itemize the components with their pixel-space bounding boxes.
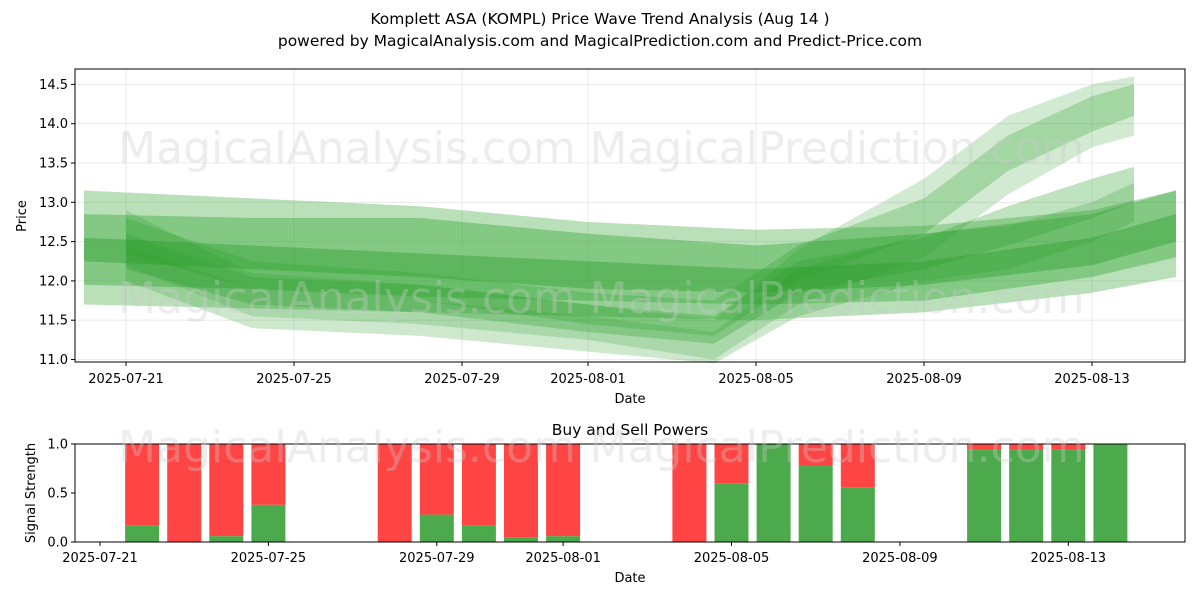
sell-bar <box>209 444 244 537</box>
buy-bar <box>251 504 286 542</box>
price-bands <box>84 76 1176 364</box>
chart-title: Komplett ASA (KOMPL) Price Wave Trend An… <box>370 10 830 28</box>
bottom-y-tick-label: 1.0 <box>47 438 68 453</box>
sell-bar <box>798 444 833 466</box>
watermark-top-4: MagicalPrediction.com <box>590 273 1085 324</box>
price-band <box>126 182 1134 364</box>
buy-bar <box>209 536 244 542</box>
buy-bar <box>967 449 1002 542</box>
bottom-y-tick-label: 0.5 <box>47 487 68 502</box>
watermark-bottom-2: MagicalPrediction.com <box>590 422 1085 473</box>
sell-bar <box>967 444 1002 450</box>
bottom-x-tick-label: 2025-08-09 <box>862 551 938 566</box>
buy-bar <box>461 525 496 542</box>
top-y-axis-label: Price <box>15 200 30 232</box>
bottom-x-tick-label: 2025-08-05 <box>694 551 770 566</box>
buy-bar <box>1093 444 1128 542</box>
watermark-top-1: MagicalAnalysis.com <box>118 123 576 174</box>
bottom-chart-title: Buy and Sell Powers <box>552 421 709 439</box>
top-y-tick-label: 11.5 <box>39 314 68 329</box>
top-x-axis-label: Date <box>614 392 645 407</box>
buy-bar <box>125 525 160 542</box>
sell-bar <box>167 444 202 542</box>
price-band <box>84 214 1176 293</box>
price-band <box>84 190 1176 321</box>
top-y-tick-label: 13.5 <box>39 157 68 172</box>
sell-bar <box>504 444 538 538</box>
bottom-x-tick-label: 2025-07-25 <box>231 551 307 566</box>
sell-bar <box>419 444 454 515</box>
top-x-tick-label: 2025-07-29 <box>424 372 500 387</box>
top-x-ticks: 2025-07-21 2025-07-25 2025-07-29 2025-08-01… <box>88 362 1130 387</box>
top-x-tick-label: 2025-08-09 <box>886 372 962 387</box>
buy-bar <box>1009 449 1044 542</box>
bottom-x-tick-label: 2025-07-21 <box>62 551 138 566</box>
bottom-x-tick-label: 2025-07-29 <box>399 551 475 566</box>
price-band <box>126 84 1134 336</box>
buy-bar <box>714 483 749 542</box>
price-band <box>126 76 1134 360</box>
top-x-tick-label: 2025-07-21 <box>88 372 164 387</box>
buy-bar <box>798 465 833 542</box>
bottom-x-ticks: 2025-07-21 2025-07-25 2025-07-29 2025-08-01… <box>62 542 1106 566</box>
sell-bar <box>377 444 412 542</box>
top-y-tick-label: 14.5 <box>39 78 68 93</box>
top-x-tick-label: 2025-08-01 <box>550 372 626 387</box>
sell-bar <box>1051 444 1086 450</box>
top-y-tick-label: 14.0 <box>39 117 68 132</box>
top-y-tick-label: 12.0 <box>39 274 68 289</box>
sell-bar <box>461 444 496 526</box>
top-x-tick-label: 2025-07-25 <box>256 372 332 387</box>
top-y-tick-label: 12.5 <box>39 235 68 250</box>
signal-bars <box>125 444 1128 542</box>
sell-bar <box>1009 444 1044 450</box>
price-band <box>84 190 1176 305</box>
sell-bar <box>251 444 286 505</box>
sell-bar <box>714 444 749 484</box>
top-x-tick-label: 2025-08-05 <box>718 372 794 387</box>
bottom-y-axis-label: Signal Strength <box>24 443 39 543</box>
bottom-x-tick-label: 2025-08-01 <box>525 551 601 566</box>
bottom-y-tick-label: 0.0 <box>47 536 68 551</box>
sell-bar <box>840 444 875 488</box>
buy-bar <box>1051 449 1086 542</box>
bottom-x-axis-label: Date <box>614 571 645 586</box>
buy-bar <box>756 444 791 542</box>
bottom-x-tick-label: 2025-08-13 <box>1031 551 1107 566</box>
sell-bar <box>125 444 160 526</box>
bottom-y-ticks: 0.0 0.5 1.0 <box>47 438 75 551</box>
chart-subtitle: powered by MagicalAnalysis.com and Magic… <box>277 32 923 50</box>
top-y-ticks: 11.0 11.5 12.0 12.5 13.0 13.5 14.0 14.5 <box>39 78 75 368</box>
buy-bar <box>546 536 581 542</box>
watermark-top-2: MagicalPrediction.com <box>590 123 1085 174</box>
watermark-bottom-1: MagicalAnalysis.com <box>118 422 576 473</box>
top-plot-frame <box>74 68 1186 363</box>
top-y-tick-label: 11.0 <box>39 353 68 368</box>
buy-bar <box>840 487 875 542</box>
price-band <box>126 166 1134 344</box>
top-grid <box>75 69 1185 362</box>
buy-bar <box>504 537 538 542</box>
watermark-top-3: MagicalAnalysis.com <box>118 273 576 324</box>
buy-bar <box>419 514 454 542</box>
sell-bar <box>546 444 581 537</box>
sell-bar <box>672 444 707 542</box>
top-x-tick-label: 2025-08-13 <box>1054 372 1130 387</box>
top-y-tick-label: 13.0 <box>39 196 68 211</box>
